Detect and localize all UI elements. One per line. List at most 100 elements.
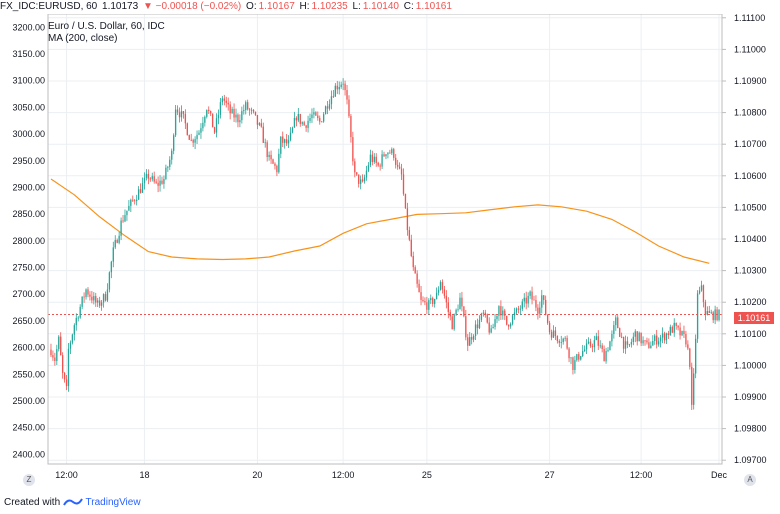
- candle-body: [451, 316, 453, 330]
- candle-body: [67, 348, 70, 387]
- x-axis-tick: 25: [422, 470, 432, 480]
- x-axis-tick: 12:00: [55, 470, 78, 480]
- candle-body: [572, 357, 574, 370]
- candle-body: [151, 176, 153, 180]
- candle-body: [348, 99, 350, 117]
- candle-body: [702, 285, 705, 303]
- candle-body: [192, 139, 194, 143]
- candle-body: [221, 98, 224, 103]
- candle-body: [673, 322, 675, 333]
- candle-body: [467, 337, 469, 346]
- footer: Created with TradingView: [4, 496, 141, 510]
- candle-body: [420, 292, 422, 300]
- x-axis-tick: 20: [252, 470, 262, 480]
- candle-body: [570, 357, 572, 359]
- candle-body: [469, 337, 471, 346]
- candle-body: [494, 319, 496, 327]
- candle-body: [632, 336, 635, 342]
- candle-body: [239, 120, 241, 123]
- price-change: ▼ −0.00018 (−0.02%): [142, 1, 242, 12]
- candle-body: [299, 114, 301, 124]
- candle-body: [69, 342, 72, 349]
- candle-body: [437, 290, 440, 293]
- candle-body: [110, 261, 113, 273]
- candle-body: [83, 296, 85, 298]
- legend-ma[interactable]: MA (200, close): [48, 33, 118, 44]
- candle-body: [377, 162, 379, 166]
- right-axis-tick: 1.10200: [734, 297, 767, 307]
- candle-body: [180, 111, 183, 118]
- candle-body: [687, 344, 689, 349]
- candle-body: [276, 165, 278, 173]
- candle-body: [182, 111, 185, 114]
- candle-body: [95, 296, 97, 303]
- candle-body: [359, 179, 362, 184]
- candle-body: [628, 344, 631, 346]
- candle-body: [470, 337, 473, 340]
- candle-body: [589, 341, 592, 347]
- candle-body: [149, 178, 151, 180]
- candle-body: [513, 312, 516, 316]
- candle-body: [225, 100, 227, 103]
- ma-200-line: [50, 178, 710, 264]
- candle-body: [490, 328, 492, 333]
- candle-body: [260, 123, 262, 127]
- candle-body: [638, 332, 640, 342]
- candle-body: [527, 295, 529, 304]
- candle-body: [681, 330, 683, 336]
- candle-body: [163, 178, 165, 184]
- symbol-name[interactable]: FX_IDC:EURUSD, 60: [0, 1, 98, 12]
- candle-body: [578, 354, 580, 360]
- candle-body: [248, 109, 251, 111]
- candle-body: [223, 98, 225, 101]
- candle-body: [243, 110, 245, 112]
- tradingview-link[interactable]: TradingView: [85, 497, 141, 508]
- candle-body: [208, 109, 210, 111]
- candle-body: [476, 324, 479, 329]
- candle-body: [159, 180, 161, 186]
- candle-body: [227, 102, 229, 105]
- candle-body: [307, 120, 309, 128]
- candle-body: [449, 312, 451, 317]
- close-value: 1.10161: [415, 1, 452, 12]
- candle-body: [369, 154, 372, 166]
- candle-body: [698, 290, 701, 294]
- candle-body: [287, 140, 290, 144]
- price-chart[interactable]: 1.11100 1.11000 1.10900 1.10800 1.10700 1.106…: [0, 14, 780, 494]
- candle-body: [184, 113, 187, 124]
- candle-body: [176, 109, 179, 113]
- auto-scale-button[interactable]: A: [744, 474, 756, 486]
- candle-body: [102, 294, 105, 303]
- candle-body: [650, 345, 652, 349]
- candles-layer: [50, 78, 720, 411]
- candle-body: [211, 113, 214, 128]
- candle-body: [264, 142, 266, 144]
- candle-body: [636, 331, 638, 342]
- candle-body: [91, 296, 93, 301]
- candle-body: [593, 340, 596, 348]
- candle-body: [332, 96, 335, 98]
- candle-body: [605, 351, 607, 362]
- candle-body: [293, 117, 296, 128]
- zoom-button[interactable]: Z: [23, 474, 35, 486]
- candle-body: [71, 334, 74, 343]
- candle-body: [178, 112, 181, 118]
- candle-body: [171, 150, 173, 160]
- x-axis-tick: 12:00: [332, 470, 355, 480]
- candle-body: [550, 332, 553, 338]
- candle-body: [328, 104, 331, 109]
- left-axis-tick: 2400.00: [12, 449, 45, 459]
- candle-body: [599, 345, 601, 347]
- candle-body: [250, 109, 253, 111]
- candle-body: [607, 350, 609, 352]
- candle-body: [422, 299, 424, 302]
- candle-body: [89, 294, 91, 297]
- candle-body: [488, 322, 490, 333]
- left-axis-tick: 2500.00: [12, 396, 45, 406]
- candle-body: [718, 309, 720, 320]
- candle-body: [334, 85, 337, 97]
- candle-body: [291, 127, 294, 133]
- candle-body: [383, 154, 385, 157]
- candle-body: [346, 90, 348, 100]
- candle-body: [93, 296, 95, 301]
